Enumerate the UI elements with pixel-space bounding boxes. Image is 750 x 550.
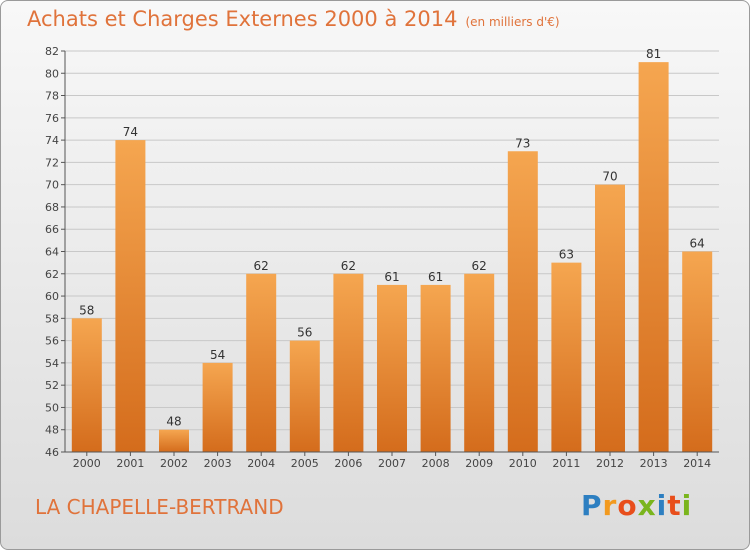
y-tick-label: 76 (45, 112, 59, 125)
data-label-2004: 62 (254, 259, 269, 273)
data-label-2003: 54 (210, 348, 225, 362)
chart-title-text: Achats et Charges Externes 2000 à 2014 (27, 7, 458, 31)
bar-2002 (159, 429, 189, 452)
y-tick-label: 52 (45, 379, 59, 392)
y-tick-label: 46 (45, 446, 59, 459)
x-tick-label-2008: 2008 (422, 457, 450, 470)
y-tick-label: 66 (45, 223, 59, 236)
x-tick-label-2013: 2013 (640, 457, 668, 470)
x-tick-label-2009: 2009 (465, 457, 493, 470)
bar-2014 (682, 251, 713, 452)
x-tick-label-2001: 2001 (116, 457, 144, 470)
x-tick-label-2005: 2005 (291, 457, 319, 470)
chart-title: Achats et Charges Externes 2000 à 2014 (e… (27, 7, 560, 31)
data-label-2010: 73 (515, 136, 530, 150)
bar-2008 (420, 284, 451, 452)
y-tick-label: 64 (45, 246, 59, 259)
proxiti-logo[interactable]: Proxiti (581, 489, 693, 522)
city-name: LA CHAPELLE-BERTRAND (35, 495, 284, 519)
y-tick-label: 48 (45, 424, 59, 437)
bar-2001 (115, 140, 146, 452)
bar-2007 (377, 284, 407, 452)
y-tick-label: 68 (45, 201, 59, 214)
y-tick-label: 72 (45, 156, 59, 169)
y-tick-label: 80 (45, 67, 59, 80)
x-tick-label-2003: 2003 (204, 457, 232, 470)
data-label-2007: 61 (384, 270, 399, 284)
data-label-2014: 64 (690, 237, 705, 251)
bar-2009 (464, 273, 495, 452)
data-label-2008: 61 (428, 270, 443, 284)
data-label-2013: 81 (646, 47, 661, 61)
x-tick-label-2012: 2012 (596, 457, 624, 470)
x-tick-label-2000: 2000 (73, 457, 101, 470)
x-tick-label-2007: 2007 (378, 457, 406, 470)
bar-2003 (202, 362, 233, 452)
x-tick-label-2010: 2010 (509, 457, 537, 470)
bar-2013 (638, 62, 669, 453)
data-label-2001: 74 (123, 125, 138, 139)
chart-subtitle: (en milliers d'€) (465, 15, 560, 29)
y-tick-label: 70 (45, 179, 59, 192)
bars (71, 62, 713, 453)
bar-2000 (71, 318, 102, 452)
x-tick-label-2006: 2006 (334, 457, 362, 470)
data-label-2009: 62 (472, 259, 487, 273)
data-label-2012: 70 (602, 170, 617, 184)
bar-2012 (595, 184, 625, 452)
bar-2006 (333, 273, 364, 452)
y-tick-label: 56 (45, 335, 59, 348)
y-tick-label: 74 (45, 134, 59, 147)
y-tick-label: 54 (45, 357, 59, 370)
bar-2005 (289, 340, 320, 452)
x-tick-label-2011: 2011 (552, 457, 580, 470)
y-tick-label: 50 (45, 401, 59, 414)
bar-2011 (551, 262, 582, 452)
y-tick-label: 82 (45, 45, 59, 58)
data-label-2000: 58 (79, 303, 94, 317)
bar-2004 (246, 273, 277, 452)
y-tick-label: 62 (45, 268, 59, 281)
data-labels: 58 74 48 54 62 56 62 61 61 62 73 63 70 81 64 (79, 47, 705, 429)
x-tick-label-2002: 2002 (160, 457, 188, 470)
data-label-2011: 63 (559, 248, 574, 262)
data-label-2005: 56 (297, 326, 312, 340)
data-label-2006: 62 (341, 259, 356, 273)
data-label-2002: 48 (166, 415, 181, 429)
y-tick-label: 58 (45, 312, 59, 325)
x-tick-label-2004: 2004 (247, 457, 275, 470)
y-tick-label: 78 (45, 90, 59, 103)
axes: 46 48 50 52 54 56 58 60 62 64 66 68 70 72 74 76 78 80 82 20… (45, 45, 719, 470)
y-tick-label: 60 (45, 290, 59, 303)
x-tick-label-2014: 2014 (683, 457, 711, 470)
bar-2010 (507, 151, 538, 452)
